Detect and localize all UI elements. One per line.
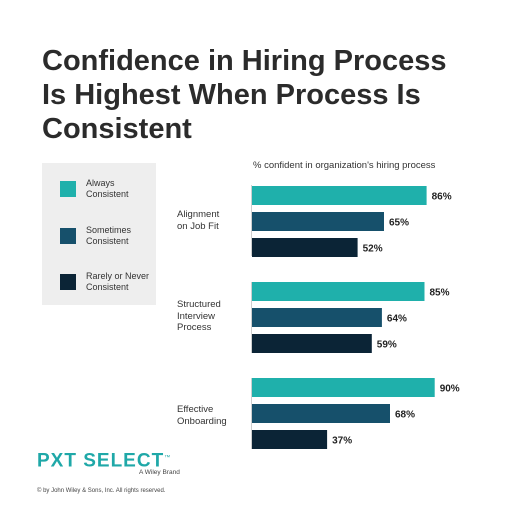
category-label-line: Effective <box>177 404 214 415</box>
category-label-line: Alignment <box>177 209 220 220</box>
bar-rarely-2 <box>252 430 328 449</box>
logo-text: PXT SELECT <box>37 450 165 472</box>
legend-swatch-rarely <box>60 274 76 290</box>
legend-item-always: Always Consistent <box>60 178 156 200</box>
data-label: 90% <box>440 384 460 395</box>
legend-swatch-sometimes <box>60 228 76 244</box>
bar-always-1 <box>252 282 425 301</box>
bar-sometimes-2 <box>252 404 390 423</box>
category-label-line: Interview <box>177 310 216 322</box>
legend-label-line: Sometimes <box>86 225 132 235</box>
bar-always-2 <box>252 378 435 397</box>
axis-line <box>251 185 252 256</box>
category-label-line: Structured <box>177 299 221 310</box>
bar-always-0 <box>252 186 427 205</box>
legend-label: Sometimes Consistent <box>86 225 156 247</box>
data-label: 64% <box>387 314 407 325</box>
copyright-notice: © by John Wiley & Sons, Inc. All rights … <box>37 488 166 494</box>
legend-item-rarely: Rarely or Never Consistent <box>60 271 156 293</box>
data-label: 52% <box>363 244 383 255</box>
logo-subtitle: A Wiley Brand <box>139 469 180 476</box>
legend-label: Always Consistent <box>86 178 156 200</box>
legend-label-line: Consistent <box>86 236 129 246</box>
legend: Always Consistent Sometimes Consistent R… <box>42 163 156 305</box>
legend-label-line: Consistent <box>86 282 129 292</box>
legend-item-sometimes: Sometimes Consistent <box>60 225 156 247</box>
logo-trademark: ™ <box>164 455 172 461</box>
pxt-select-logo: PXT SELECT™ A Wiley Brand <box>37 448 180 476</box>
legend-label-line: Rarely or Never <box>86 271 150 281</box>
category-label-alignment: Alignment on Job Fit <box>177 209 247 232</box>
data-label: 85% <box>430 288 450 299</box>
bar-rarely-0 <box>252 238 358 257</box>
category-label-line: Process <box>177 322 212 333</box>
page-title: Confidence in Hiring Process Is Highest … <box>42 44 502 146</box>
axis-line <box>251 378 252 449</box>
data-label: 65% <box>389 218 409 229</box>
category-label-onboarding: Effective Onboarding <box>177 404 247 427</box>
data-label: 59% <box>377 340 397 351</box>
bar-sometimes-0 <box>252 212 384 231</box>
data-label: 86% <box>432 192 452 203</box>
title-line: Is Highest When Process Is <box>42 79 421 111</box>
axis-line <box>251 282 252 353</box>
category-label-structured: Structured Interview Process <box>177 299 247 334</box>
category-label-line: on Job Fit <box>177 220 219 232</box>
legend-swatch-always <box>60 181 76 197</box>
data-label: 68% <box>395 410 415 421</box>
chart-subtitle: % confident in organization's hiring pro… <box>253 160 436 171</box>
bar-rarely-1 <box>252 334 372 353</box>
title-line: Consistent <box>42 113 192 145</box>
legend-label: Rarely or Never Consistent <box>86 271 156 293</box>
legend-label-line: Consistent <box>86 189 129 199</box>
title-line: Confidence in Hiring Process <box>42 45 447 77</box>
bar-sometimes-1 <box>252 308 382 327</box>
category-label-line: Onboarding <box>177 415 227 427</box>
data-label: 37% <box>332 436 352 447</box>
legend-label-line: Always <box>86 178 115 188</box>
